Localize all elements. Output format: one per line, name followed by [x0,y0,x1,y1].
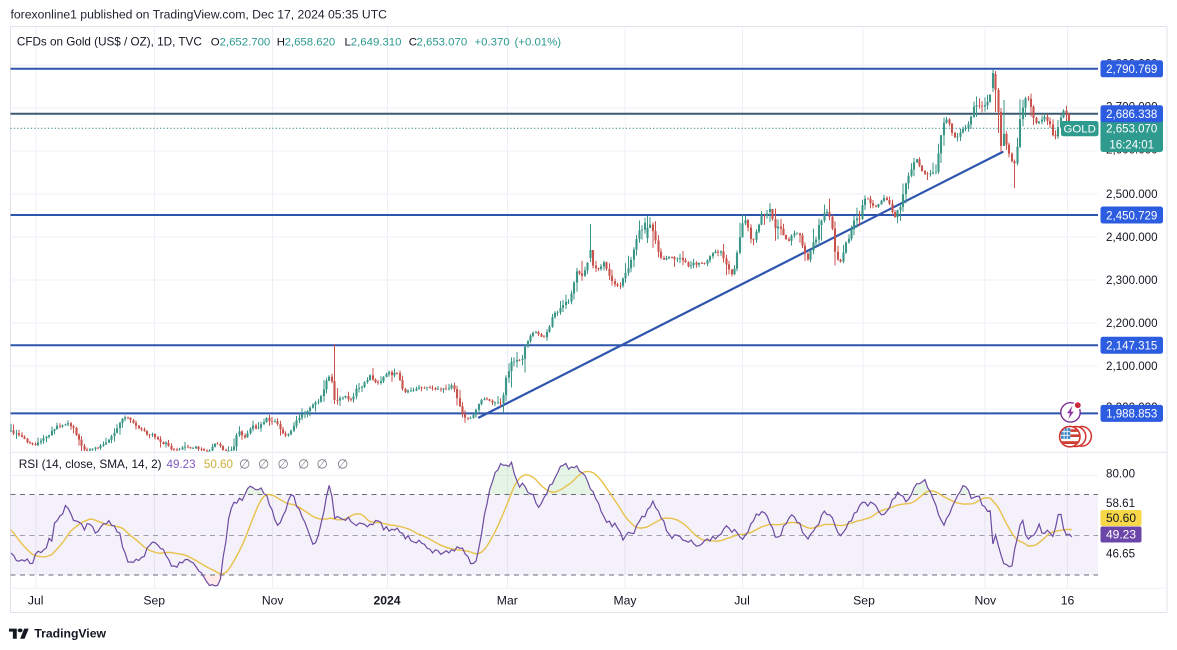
svg-text:Sep: Sep [143,593,165,607]
svg-text:Jul: Jul [28,593,44,607]
svg-text:2,686.338: 2,686.338 [1106,109,1157,121]
svg-text:49.23: 49.23 [1106,528,1136,542]
svg-text:2,100.000: 2,100.000 [1106,360,1158,373]
svg-text:May: May [613,593,637,607]
svg-text:2,200.000: 2,200.000 [1106,317,1158,330]
svg-text:Sep: Sep [853,593,875,607]
svg-text:1,988.853: 1,988.853 [1106,409,1157,421]
svg-text:Mar: Mar [497,593,518,607]
svg-text:∅∅∅∅∅∅: ∅ ∅ ∅ ∅ ∅ ∅ [239,457,348,472]
svg-text:forexonline1 published on Trad: forexonline1 published on TradingView.co… [11,8,388,22]
svg-text:2,300.000: 2,300.000 [1106,274,1158,287]
svg-text:49.23: 49.23 [167,458,196,471]
svg-text:TradingView: TradingView [34,626,106,640]
svg-text:16:24:01: 16:24:01 [1109,140,1154,152]
svg-text:Nov: Nov [262,593,285,607]
svg-text:2,500.000: 2,500.000 [1106,188,1158,201]
svg-text:16: 16 [1061,593,1075,607]
svg-text:46.65: 46.65 [1106,548,1135,561]
svg-text:2,653.070: 2,653.070 [1106,123,1157,135]
svg-text:Nov: Nov [974,593,997,607]
svg-text:2,790.769: 2,790.769 [1106,64,1157,76]
svg-text:Jul: Jul [734,593,750,607]
svg-text:CFDs on Gold (US$ / OZ), 1D, T: CFDs on Gold (US$ / OZ), 1D, TVC [17,35,202,48]
svg-text:80.00: 80.00 [1106,468,1135,481]
svg-text:GOLD: GOLD [1064,124,1096,136]
svg-text:58.61: 58.61 [1106,497,1135,510]
svg-text:2,400.000: 2,400.000 [1106,231,1158,244]
svg-text:2,450.729: 2,450.729 [1106,210,1157,222]
svg-text:50.60: 50.60 [1106,511,1136,525]
svg-text:2024: 2024 [373,593,400,607]
svg-text:RSI (14, close, SMA, 14, 2): RSI (14, close, SMA, 14, 2) [19,457,162,471]
svg-text:50.60: 50.60 [204,458,233,471]
svg-text:2,147.315: 2,147.315 [1106,341,1157,353]
